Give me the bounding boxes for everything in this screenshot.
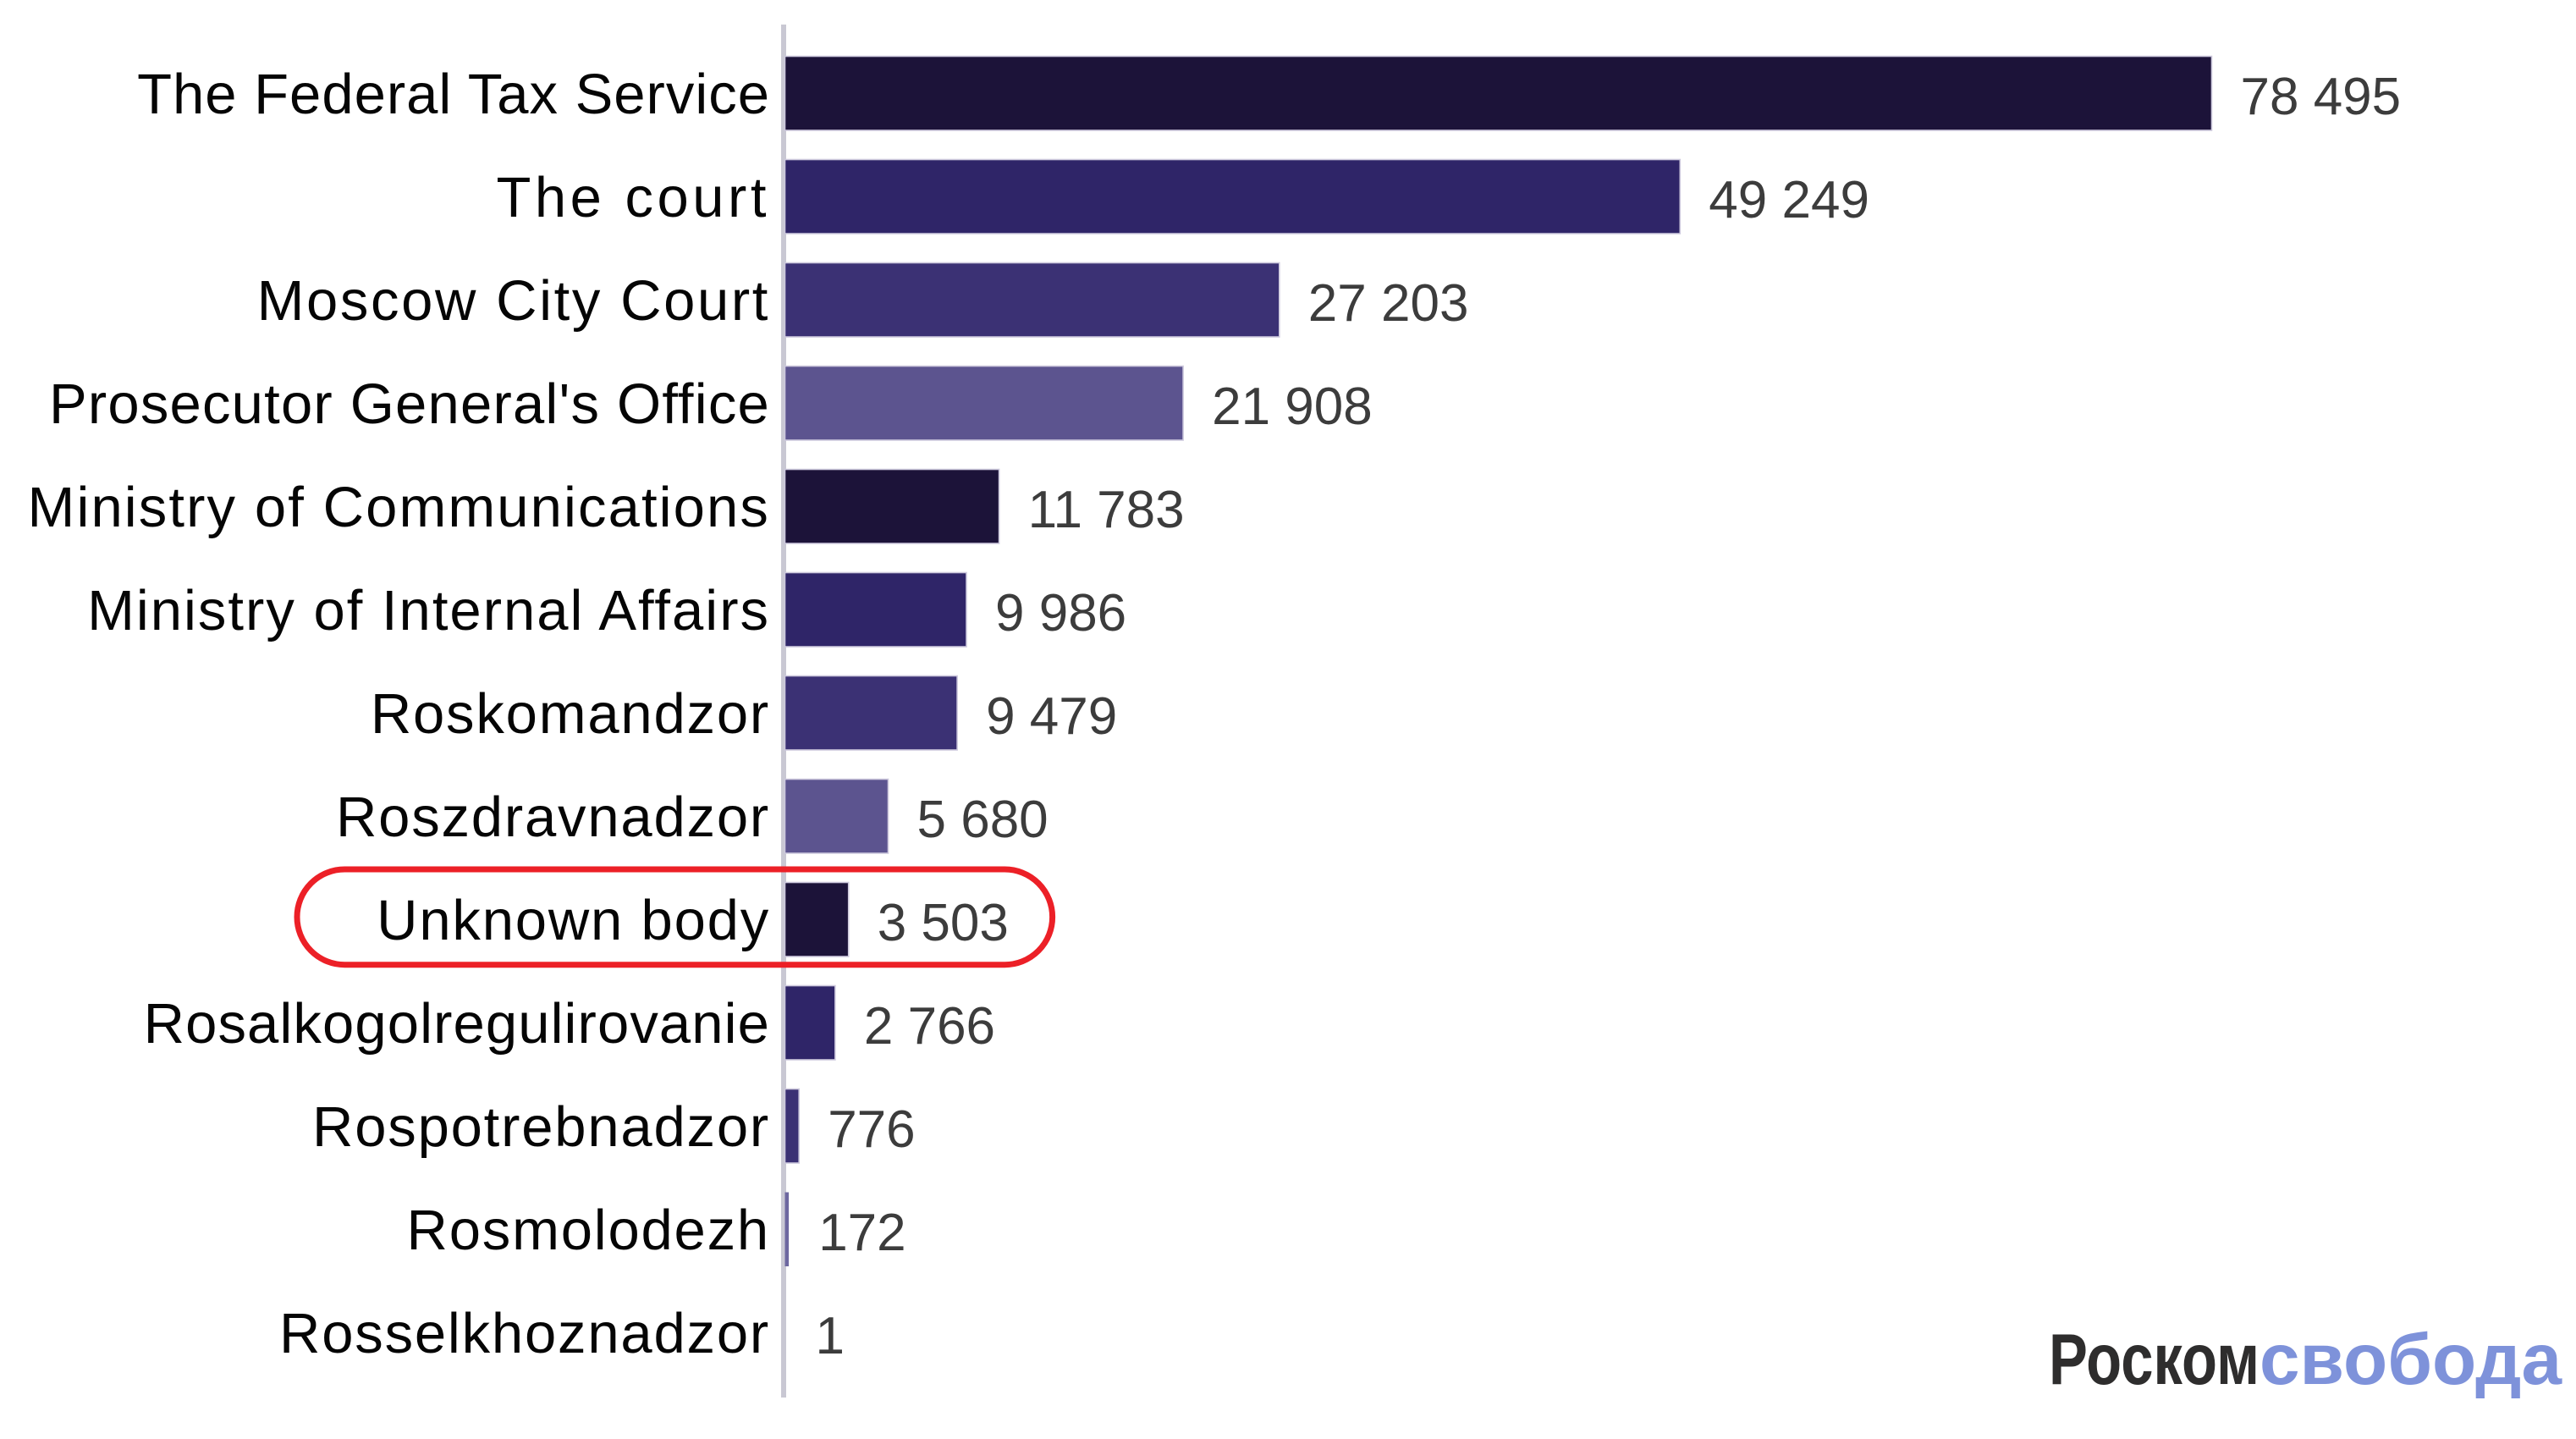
svg-text:Unknown body: Unknown body [377,889,770,952]
svg-text:Ministry of Communications: Ministry of Communications [28,476,770,539]
svg-text:27 203: 27 203 [1308,274,1469,333]
svg-text:21 908: 21 908 [1212,378,1373,436]
svg-text:776: 776 [828,1100,915,1159]
svg-text:9 479: 9 479 [986,687,1117,746]
svg-text:5 680: 5 680 [917,791,1049,849]
svg-text:Roskomandzor: Roskomandzor [371,682,770,746]
svg-text:The Federal Tax Service: The Federal Tax Service [137,63,770,126]
svg-text:The court: The court [496,166,770,229]
svg-text:Roszdravnadzor: Roszdravnadzor [336,786,770,849]
svg-text:3 503: 3 503 [878,894,1009,952]
svg-text:1: 1 [816,1307,845,1365]
svg-text:Prosecutor General's Office: Prosecutor General's Office [49,372,770,436]
svg-text:Роском: Роском [2049,1320,2260,1400]
svg-text:свобода: свобода [2260,1320,2562,1400]
svg-text:9 986: 9 986 [995,584,1126,642]
svg-text:172: 172 [818,1204,905,1262]
svg-text:Rosmolodezh: Rosmolodezh [407,1199,770,1262]
svg-text:Rospotrebnadzor: Rospotrebnadzor [312,1095,770,1159]
svg-text:Moscow City Court: Moscow City Court [257,269,770,333]
svg-text:Rosalkogolregulirovanie: Rosalkogolregulirovanie [144,992,770,1056]
svg-text:49 249: 49 249 [1709,171,1869,229]
svg-text:Rosselkhoznadzor: Rosselkhoznadzor [279,1302,770,1365]
svg-text:11 783: 11 783 [1028,481,1185,539]
svg-text:2 766: 2 766 [864,997,995,1056]
svg-text:Ministry of Internal Affairs: Ministry of Internal Affairs [87,579,770,642]
svg-text:78 495: 78 495 [2241,68,2402,126]
